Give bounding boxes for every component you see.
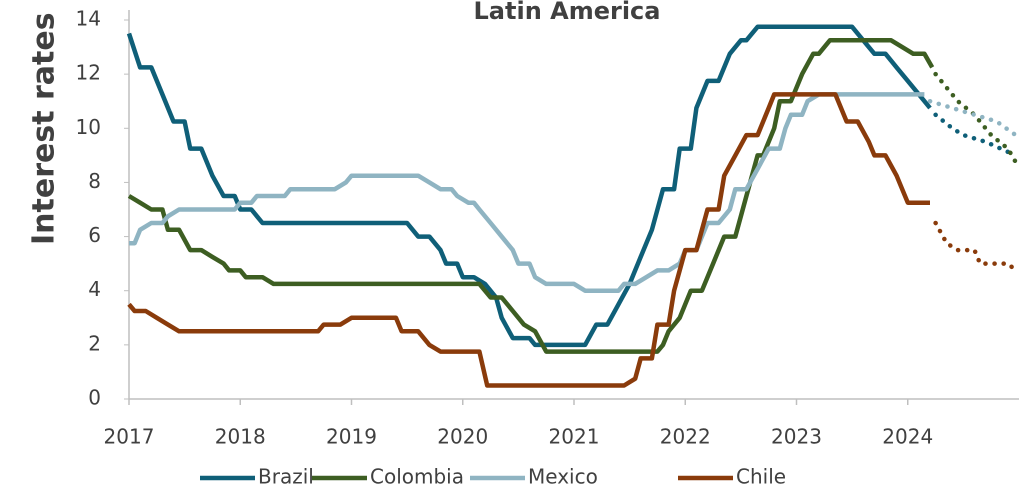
series-line <box>126 24 932 348</box>
forecast-line <box>933 220 1018 273</box>
forecast-line <box>933 112 1018 158</box>
x-tick-label: 2021 <box>549 425 600 449</box>
y-axis-label: Interest rates <box>27 12 62 245</box>
forecast-line <box>933 71 1018 165</box>
legend-label: Chile <box>736 465 786 489</box>
y-tick-label: 6 <box>88 223 101 247</box>
x-tick-label: 2022 <box>660 425 711 449</box>
series-line <box>127 92 930 388</box>
y-tick-label: 2 <box>88 331 101 355</box>
x-tick-label: 2020 <box>437 425 488 449</box>
x-tick-label: 2017 <box>104 425 155 449</box>
series-line <box>127 38 935 354</box>
x-tick-label: 2023 <box>771 425 822 449</box>
series-line <box>129 92 925 293</box>
x-tick-label: 2024 <box>882 425 933 449</box>
x-tick-label: 2019 <box>326 425 377 449</box>
y-tick-label: 4 <box>88 277 101 301</box>
y-tick-label: 14 <box>76 7 101 31</box>
legend-label: Brazil <box>258 465 314 489</box>
y-tick-label: 0 <box>88 386 101 410</box>
chart-title: Latin America <box>474 0 661 25</box>
forecast-line <box>927 98 1018 138</box>
x-tick-label: 2018 <box>215 425 266 449</box>
y-tick-label: 8 <box>88 169 101 193</box>
y-tick-label: 12 <box>76 61 101 85</box>
legend-label: Mexico <box>528 465 598 489</box>
legend-label: Colombia <box>370 465 464 489</box>
y-tick-label: 10 <box>76 115 101 139</box>
